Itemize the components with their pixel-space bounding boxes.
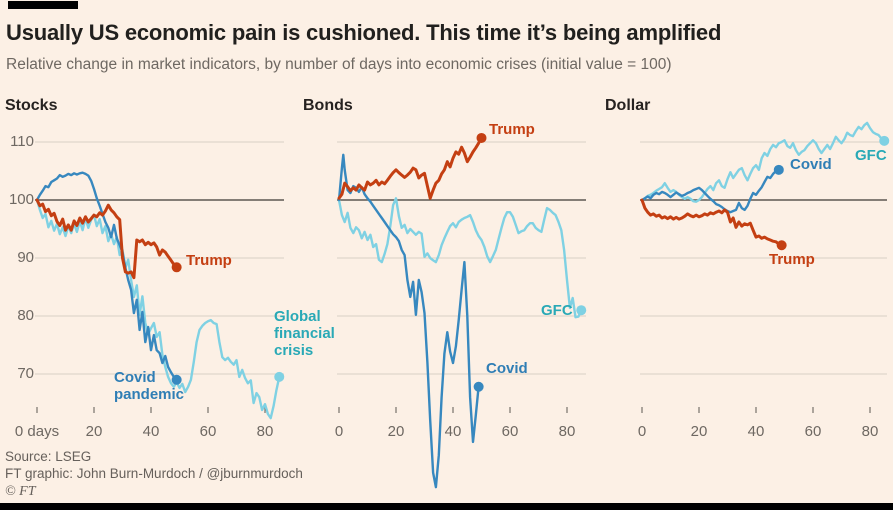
panel2-xtick-label-80: 80 [861, 423, 879, 440]
dollar-covid-line [640, 168, 780, 214]
panel0-xtick-label-40: 40 [142, 423, 160, 440]
ft-copyright: © FT [5, 484, 36, 499]
dollar-trump-label: Trump [769, 251, 815, 268]
dollar-trump-endpoint-dot [776, 240, 787, 251]
chart-footer: Source: LSEG FT graphic: John Burn-Murdo… [5, 448, 303, 500]
chart-title: Usually US economic pain is cushioned. T… [6, 20, 722, 45]
dollar-gfc-label: GFC [855, 147, 887, 164]
chart-subtitle: Relative change in market indicators, by… [6, 56, 672, 73]
panel0-xtick-label-60: 60 [199, 423, 217, 440]
stocks-trump-endpoint-dot [171, 262, 182, 273]
dollar-trump-line [640, 198, 784, 247]
bonds-covid-endpoint-dot [473, 381, 484, 392]
bonds-gfc-line [337, 197, 583, 319]
panel2-xtick-label-40: 40 [747, 423, 765, 440]
bonds-covid-label: Covid [486, 360, 528, 377]
bottom-border-bar [0, 503, 893, 510]
panel-title-dollar: Dollar [605, 97, 651, 114]
dollar-gfc-line [640, 121, 886, 203]
panel1-xtick-label-40: 40 [444, 423, 462, 440]
bonds-trump-line [337, 136, 483, 200]
bonds-covid-line [337, 153, 480, 489]
ytick-label-80: 80 [17, 307, 34, 324]
stocks-gfc-label: Global financial crisis [274, 308, 335, 359]
panel2-xtick-label-0: 0 [637, 423, 647, 440]
ytick-label-70: 70 [17, 365, 34, 382]
bonds-trump-label: Trump [489, 121, 535, 138]
bonds-gfc-endpoint-dot [576, 305, 587, 316]
panel1-xtick-label-80: 80 [558, 423, 576, 440]
ft-top-accent-bar [8, 1, 78, 9]
panel1-xtick-label-60: 60 [501, 423, 519, 440]
ytick-label-100: 100 [8, 191, 34, 208]
bonds-gfc-label: GFC [541, 302, 573, 319]
credit-note: FT graphic: John Burn-Murdoch / @jburnmu… [5, 466, 303, 481]
panel-title-stocks: Stocks [5, 97, 58, 114]
stocks-gfc-line [35, 198, 281, 420]
stocks-gfc-endpoint-dot [274, 371, 285, 382]
stocks-covid-line [35, 171, 178, 381]
panel1-xtick-label-20: 20 [387, 423, 405, 440]
dollar-covid-endpoint-dot [773, 164, 784, 175]
bonds-trump-endpoint-dot [476, 132, 487, 143]
panel2-xtick-label-20: 20 [690, 423, 708, 440]
ytick-label-110: 110 [10, 133, 34, 150]
stocks-trump-line [35, 198, 179, 280]
ytick-label-90: 90 [17, 249, 34, 266]
panel1-xtick-label-0: 0 [334, 423, 344, 440]
dollar-gfc-endpoint-dot [879, 135, 890, 146]
panel0-xtick-label-20: 20 [85, 423, 103, 440]
panel-title-bonds: Bonds [303, 97, 353, 114]
dollar-covid-label: Covid [790, 156, 832, 173]
source-note: Source: LSEG [5, 449, 92, 464]
stocks-trump-label: Trump [186, 252, 232, 269]
panel0-xtick-label-80: 80 [256, 423, 274, 440]
stocks-covid-endpoint-dot [171, 374, 182, 385]
panel0-xtick-label-0: 0 days [14, 423, 60, 440]
stocks-covid-label: Covid pandemic [114, 369, 185, 403]
panel2-xtick-label-60: 60 [804, 423, 822, 440]
